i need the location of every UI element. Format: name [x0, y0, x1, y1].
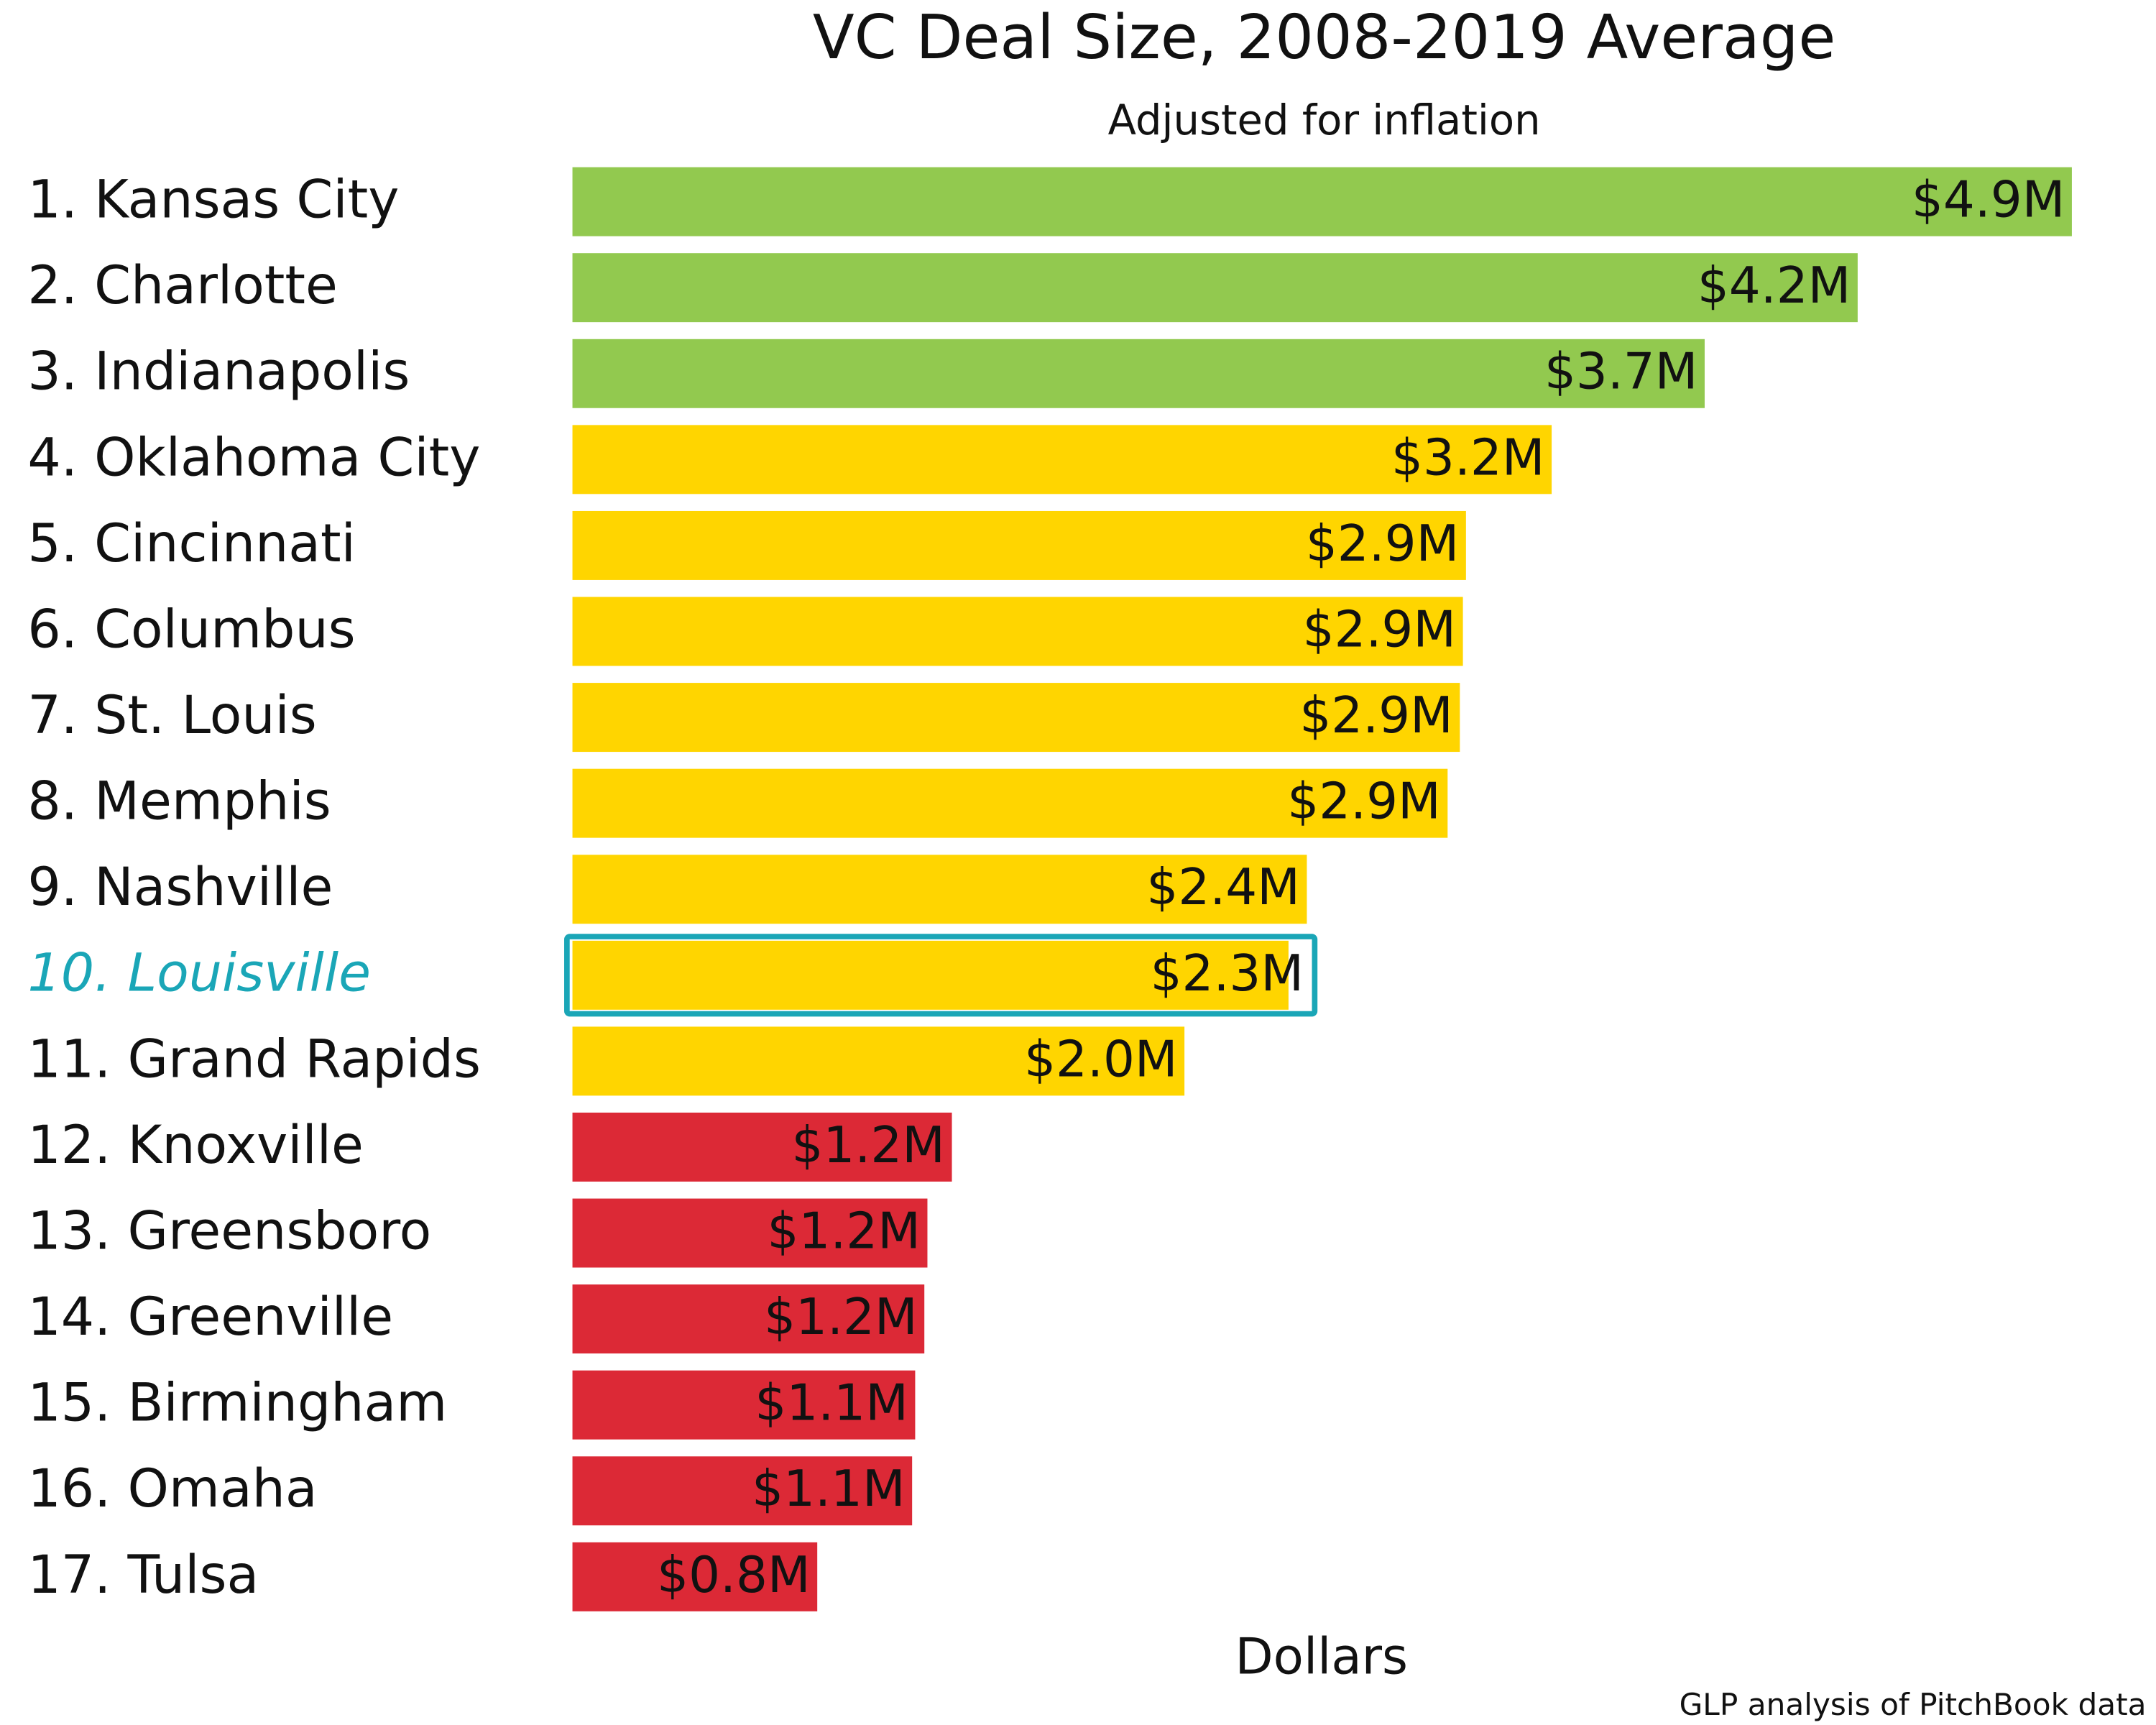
category-label: 12. Knoxville — [27, 1115, 364, 1176]
category-label: 3. Indianapolis — [27, 341, 410, 402]
category-label: 10. Louisville — [27, 943, 371, 1004]
category-label: 8. Memphis — [27, 771, 331, 832]
bar — [572, 597, 1463, 666]
value-label: $0.8M — [657, 1547, 810, 1604]
category-label: 11. Grand Rapids — [27, 1029, 481, 1090]
value-label: $3.2M — [1391, 429, 1544, 487]
value-label: $3.7M — [1544, 344, 1697, 401]
category-label: 2. Charlotte — [27, 255, 337, 316]
value-label: $2.9M — [1287, 773, 1440, 831]
category-label: 9. Nashville — [27, 857, 333, 918]
bar — [572, 768, 1448, 838]
value-label: $4.2M — [1697, 257, 1851, 315]
chart-subtitle: Adjusted for inflation — [1108, 96, 1541, 144]
category-label: 16. Omaha — [27, 1458, 317, 1519]
value-label: $2.4M — [1146, 859, 1299, 916]
bar — [572, 683, 1460, 753]
value-label: $1.2M — [764, 1289, 917, 1346]
value-label: $2.9M — [1303, 601, 1456, 658]
category-label: 7. St. Louis — [27, 685, 316, 746]
bar — [572, 1456, 913, 1526]
value-label: $1.2M — [792, 1117, 945, 1174]
bar — [572, 510, 1466, 580]
bar — [572, 425, 1552, 494]
bar — [572, 855, 1307, 924]
bar — [572, 1284, 925, 1354]
category-label: 4. Oklahoma City — [27, 427, 480, 488]
bar — [572, 1370, 916, 1440]
value-label: $1.1M — [755, 1375, 908, 1432]
category-label: 13. Greensboro — [27, 1200, 431, 1261]
bar — [572, 167, 2072, 236]
value-label: $2.3M — [1151, 945, 1304, 1003]
value-label: $1.2M — [767, 1202, 920, 1260]
source-note: GLP analysis of PitchBook data — [1680, 1687, 2147, 1722]
x-axis-label: Dollars — [1235, 1628, 1408, 1685]
bar — [572, 1198, 928, 1268]
category-label: 6. Columbus — [27, 599, 355, 660]
bar — [572, 1542, 818, 1611]
category-label: 15. Birmingham — [27, 1373, 447, 1434]
bar — [572, 1112, 952, 1182]
bar — [572, 253, 1858, 323]
value-label: $2.0M — [1024, 1031, 1177, 1088]
bar — [572, 339, 1705, 408]
highlight-outline — [564, 934, 1318, 1017]
category-label: 5. Cincinnati — [27, 513, 355, 574]
value-label: $1.1M — [752, 1460, 905, 1518]
category-label: 17. Tulsa — [27, 1545, 259, 1606]
bar — [572, 940, 1289, 1010]
value-label: $2.9M — [1299, 687, 1452, 745]
bar — [572, 1026, 1185, 1096]
category-label: 14. Greenville — [27, 1287, 393, 1348]
chart-title: VC Deal Size, 2008-2019 Average — [813, 2, 1835, 73]
value-label: $2.9M — [1306, 515, 1459, 573]
category-label: 1. Kansas City — [27, 170, 399, 231]
value-label: $4.9M — [1912, 172, 2065, 229]
